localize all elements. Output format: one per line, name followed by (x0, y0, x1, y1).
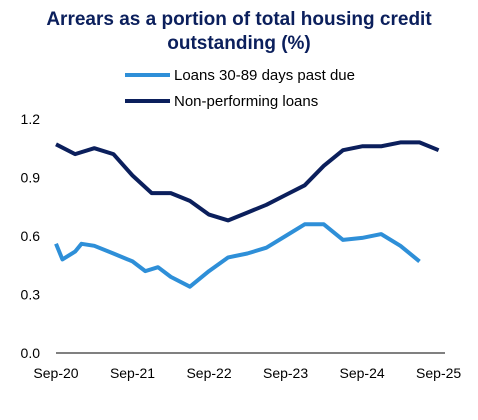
x-tick-label: Sep-22 (186, 365, 231, 381)
x-tick-label: Sep-25 (416, 365, 461, 381)
series-lines (54, 140, 440, 289)
chart-title-line-1: Arrears as a portion of total housing cr… (46, 9, 432, 30)
y-tick-label: 0.9 (21, 170, 41, 186)
y-axis: 0.0 0.3 0.6 0.9 1.2 (21, 111, 41, 361)
legend: Loans 30-89 days past due Non-performing … (125, 67, 355, 110)
y-tick-label: 1.2 (21, 111, 41, 127)
series-line-1 (54, 222, 421, 289)
series-line-2 (55, 140, 440, 223)
y-tick-label: 0.0 (21, 345, 41, 361)
x-axis: Sep-20 Sep-21 Sep-22 Sep-23 Sep-24 Sep-25 (33, 352, 461, 381)
y-tick-label: 0.6 (21, 228, 41, 244)
y-tick-label: 0.3 (21, 287, 41, 303)
legend-label-1: Loans 30-89 days past due (174, 67, 355, 84)
x-tick-label: Sep-23 (263, 365, 308, 381)
x-tick-label: Sep-20 (33, 365, 78, 381)
legend-label-2: Non-performing loans (174, 93, 318, 110)
chart-title: Arrears as a portion of total housing cr… (0, 8, 478, 56)
chart-title-line-2: outstanding (%) (167, 33, 311, 54)
x-tick-label: Sep-24 (340, 365, 385, 381)
x-tick-label: Sep-21 (110, 365, 155, 381)
